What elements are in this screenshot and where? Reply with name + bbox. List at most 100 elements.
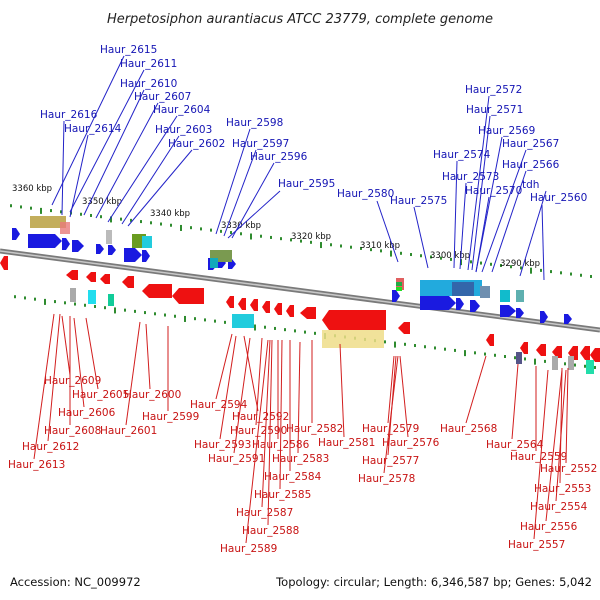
gene-arrow <box>96 244 104 254</box>
gene-box <box>586 360 594 374</box>
kbp-tick-label: 3300 kbp <box>430 251 470 261</box>
gene-arrow <box>552 346 562 358</box>
gene-label-bottom: Haur_2554 <box>530 501 588 513</box>
gene-arrow <box>66 270 78 280</box>
gene-arrow <box>516 308 524 318</box>
gene-label-top: Haur_2614 <box>64 123 122 135</box>
gene-arrow <box>142 284 172 298</box>
gene-arrow <box>12 228 20 240</box>
gene-label-bottom: Haur_2606 <box>58 407 116 419</box>
gene-label-bottom: Haur_2576 <box>382 437 440 449</box>
gene-arrow <box>226 296 234 308</box>
gene-arrow <box>72 240 84 252</box>
gene-arrow <box>142 250 150 262</box>
gene-arrow <box>250 299 258 311</box>
gene-arrow <box>300 307 316 319</box>
gene-label-top: Haur_2611 <box>120 58 177 70</box>
gene-features <box>0 216 600 374</box>
gene-label-top: Haur_2560 <box>530 192 587 204</box>
gene-label-bottom: Haur_2588 <box>242 525 299 537</box>
kbp-tick-label: 3320 kbp <box>291 232 331 242</box>
kbp-tick-label: 3350 kbp <box>82 197 122 207</box>
gene-arrow <box>456 298 464 310</box>
gene-label-top: Haur_2571 <box>466 104 523 116</box>
gene-label-bottom: Haur_2589 <box>220 543 277 555</box>
gene-label-bottom: Haur_2583 <box>272 453 329 465</box>
gene-box <box>322 330 384 348</box>
gene-arrow <box>322 310 386 330</box>
gene-box <box>30 216 66 228</box>
gene-label-bottom: Haur_2599 <box>142 411 199 423</box>
gene-arrow <box>86 272 96 282</box>
gene-arrow <box>238 298 246 310</box>
gene-arrow <box>392 290 400 302</box>
gene-label-top: Haur_2610 <box>120 78 177 90</box>
gene-label-bottom: Haur_2557 <box>508 539 565 551</box>
gene-arrow <box>564 314 572 324</box>
gene-label-top: Haur_2616 <box>40 109 98 121</box>
gene-arrow <box>62 238 70 250</box>
gene-box <box>60 222 70 234</box>
gene-arrow <box>470 300 480 312</box>
gene-label-bottom: Haur_2605 <box>72 389 129 401</box>
gene-arrow <box>486 334 494 346</box>
gene-label-top: Haur_2575 <box>390 195 447 207</box>
gene-label-bottom: Haur_2577 <box>362 455 419 467</box>
gene-box <box>500 290 510 302</box>
gene-label-bottom: Haur_2593 <box>194 439 251 451</box>
gene-box <box>516 290 524 302</box>
gene-label-bottom: Haur_2601 <box>100 425 157 437</box>
gene-arrow <box>108 245 116 255</box>
gene-label-top: Haur_2615 <box>100 44 157 56</box>
gene-label-top: Haur_2569 <box>478 125 535 137</box>
gene-label-top: tdh <box>522 179 539 191</box>
gene-label-top: Haur_2570 <box>465 185 522 197</box>
gene-box <box>396 282 402 286</box>
gene-label-top: Haur_2598 <box>226 117 283 129</box>
accession-text: Accession: NC_009972 <box>10 575 141 589</box>
gene-arrow <box>286 305 294 317</box>
gene-arrow <box>122 276 134 288</box>
gene-box <box>568 356 574 370</box>
gene-label-top: Haur_2597 <box>232 138 289 150</box>
gene-box <box>396 287 402 291</box>
gene-label-bottom: Haur_2553 <box>534 483 591 495</box>
genome-summary-text: Topology: circular; Length: 6,346,587 bp… <box>275 575 592 589</box>
kbp-tick-label: 3340 kbp <box>150 209 190 219</box>
gene-label-top: Haur_2603 <box>155 124 212 136</box>
gene-arrow <box>172 288 204 304</box>
gene-box <box>452 282 474 296</box>
gene-box <box>232 314 254 328</box>
gene-label-bottom: Haur_2608 <box>44 425 101 437</box>
gene-label-bottom: Haur_2568 <box>440 423 497 435</box>
gene-label-top: Haur_2572 <box>465 84 522 96</box>
gene-label-top: Haur_2567 <box>502 138 559 150</box>
gene-label-top: Haur_2607 <box>134 91 191 103</box>
gene-arrow <box>124 248 142 262</box>
gene-label-top: Haur_2566 <box>502 159 560 171</box>
gene-label-bottom: Haur_2592 <box>232 411 289 423</box>
gene-arrow <box>28 234 62 248</box>
gene-label-bottom: Haur_2582 <box>286 423 343 435</box>
gene-label-top: Haur_2604 <box>153 104 211 116</box>
gene-label-bottom: Haur_2609 <box>44 375 101 387</box>
gene-box <box>108 294 114 306</box>
gene-arrow <box>536 344 546 356</box>
top-strand-labels: Haur_2615Haur_2611Haur_2610Haur_2607Haur… <box>40 44 587 281</box>
gene-label-bottom: Haur_2613 <box>8 459 65 471</box>
gene-label-top: Haur_2573 <box>442 171 499 183</box>
kbp-tick-label: 3360 kbp <box>12 184 52 194</box>
gene-label-bottom: Haur_2579 <box>362 423 419 435</box>
gene-label-bottom: Haur_2594 <box>190 399 248 411</box>
gene-label-top: Haur_2596 <box>250 151 308 163</box>
gene-label-bottom: Haur_2552 <box>540 463 597 475</box>
gene-label-top: Haur_2602 <box>168 138 225 150</box>
gene-box <box>552 356 558 370</box>
gene-arrow <box>590 348 600 362</box>
gene-box <box>70 288 76 302</box>
gene-box <box>516 352 522 364</box>
tick-dots <box>10 204 596 369</box>
gene-label-bottom: Haur_2578 <box>358 473 415 485</box>
